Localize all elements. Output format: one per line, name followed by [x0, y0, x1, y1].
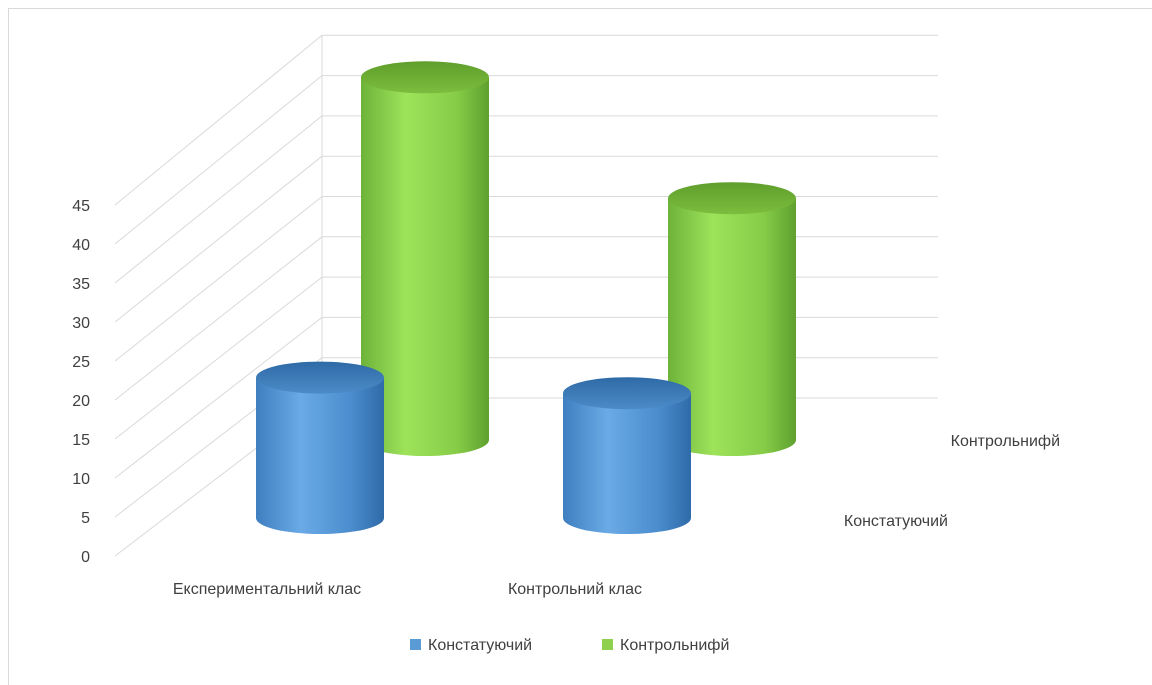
y-tick-label: 15 [72, 432, 90, 449]
category-label: Контрольний клас [508, 581, 642, 598]
gridline-side [114, 196, 323, 362]
gridline-side [114, 317, 323, 479]
gridline-side [114, 34, 323, 206]
series-axis-label: Констатуючий [844, 513, 948, 530]
bar-konst-2-top [563, 377, 691, 410]
y-tick-label: 25 [72, 354, 90, 371]
bar-konst-2-body [563, 393, 691, 534]
bar-konst-1 [256, 361, 384, 534]
chart-frame [8, 8, 1152, 685]
y-tick-label: 0 [81, 549, 90, 566]
legend-label: Констатуючий [428, 637, 532, 654]
y-tick-label: 40 [72, 237, 90, 254]
y-tick-label: 45 [72, 198, 90, 215]
bar-contr-1-body [361, 77, 489, 457]
gridline-side [114, 115, 323, 284]
series-axis-label: Контрольнифй [951, 433, 1060, 450]
y-tick-label: 35 [72, 276, 90, 293]
gridline-side [114, 155, 323, 323]
labels: Експериментальний клас Контрольний клас Ко… [173, 433, 1060, 598]
legend-swatch [410, 639, 421, 650]
y-tick-label: 20 [72, 393, 90, 410]
bar-contr-2 [668, 182, 796, 456]
y-tick-label: 5 [81, 510, 90, 527]
y-axis-ticks: 0 5 10 15 20 25 30 35 40 45 [72, 198, 90, 566]
y-tick-label: 30 [72, 315, 90, 332]
gridline-side [114, 75, 323, 245]
bar-contr-1-top [361, 61, 489, 94]
legend: Констатуючий Контрольнифй [410, 637, 729, 654]
bar-contr-2-top [668, 182, 796, 215]
bar-contr-1 [361, 61, 489, 457]
legend-label: Контрольнифй [620, 637, 729, 654]
legend-swatch [602, 639, 613, 650]
gridline-side [114, 276, 323, 440]
legend-item: Контрольнифй [602, 637, 729, 654]
gridline-side [114, 236, 323, 401]
bar-contr-2-body [668, 198, 796, 456]
bars [256, 61, 796, 534]
category-label: Експериментальний клас [173, 581, 361, 598]
y-tick-label: 10 [72, 471, 90, 488]
gridlines [114, 34, 938, 557]
bar-konst-1-body [256, 377, 384, 534]
bar-konst-2 [563, 377, 691, 534]
legend-item: Констатуючий [410, 637, 532, 654]
bar-konst-1-top [256, 361, 384, 394]
